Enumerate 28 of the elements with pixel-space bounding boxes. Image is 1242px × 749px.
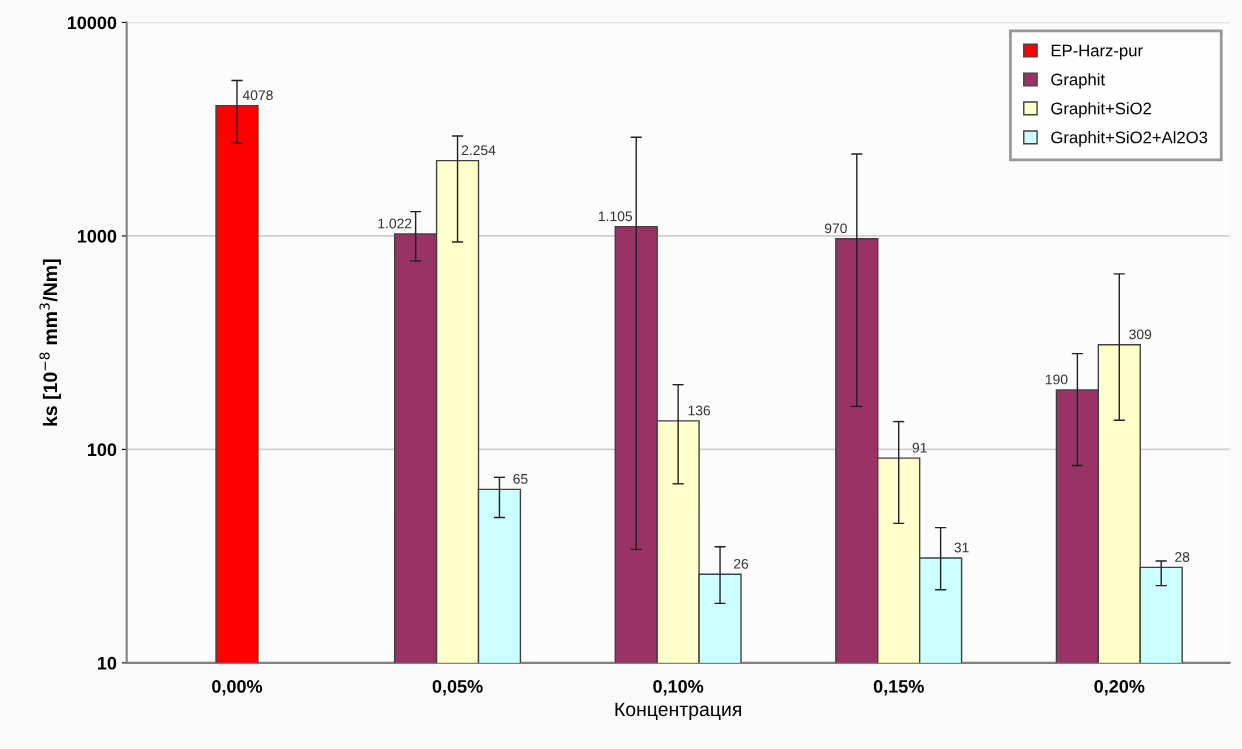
x-tick-label: 0,10% — [653, 680, 704, 696]
y-tick-label: 100 — [87, 443, 117, 457]
y-tick-label: 1000 — [77, 229, 117, 243]
data-label: 31 — [954, 542, 969, 553]
data-label: 28 — [1175, 552, 1190, 562]
data-label: 65 — [513, 473, 528, 484]
data-label: 91 — [912, 442, 927, 453]
legend-label: Graphit — [1051, 73, 1105, 89]
data-label: 970 — [824, 223, 847, 234]
legend-label: Graphit+SiO2 — [1051, 102, 1152, 118]
data-label: 136 — [688, 405, 711, 416]
y-axis-title: ks [10$^{−8}$ mm$^{3}$/Nm] — [39, 259, 62, 426]
legend-label: EP-Harz-pur — [1051, 44, 1143, 60]
x-tick-label: 0,20% — [1094, 680, 1145, 696]
x-tick-label: 0,00% — [212, 680, 263, 696]
y-tick-label: 10 — [98, 656, 117, 670]
data-label: 2.254 — [461, 145, 496, 156]
legend-label: Graphit+SiO2+Al2O3 — [1051, 131, 1208, 147]
data-label: 309 — [1129, 329, 1152, 340]
x-tick-label: 0,05% — [432, 680, 483, 696]
data-label: 4078 — [242, 90, 273, 101]
data-label: 1.105 — [598, 211, 633, 222]
data-label: 26 — [733, 558, 749, 569]
data-label: 1.022 — [378, 218, 412, 229]
x-tick-label: 0,15% — [873, 680, 924, 696]
data-label: 190 — [1045, 374, 1068, 385]
y-tick-label: 10000 — [67, 16, 117, 30]
x-axis-title: Концентрация — [615, 702, 741, 721]
